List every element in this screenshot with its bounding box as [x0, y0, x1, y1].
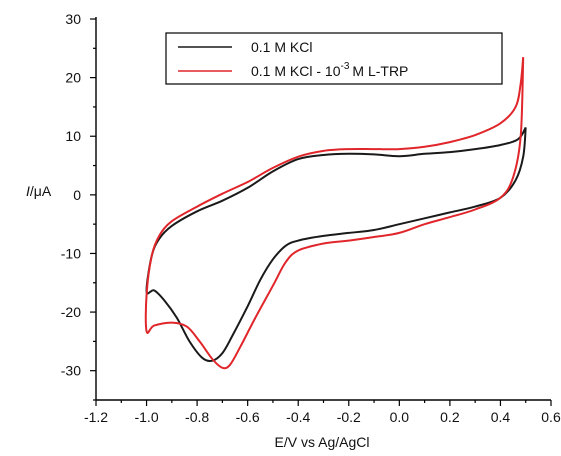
x-tick-label: -0.8 — [185, 409, 209, 425]
x-tick-label: -1.0 — [134, 409, 158, 425]
x-axis-label: E/V vs Ag/AgCl — [275, 434, 370, 450]
x-tick-label: -0.4 — [286, 409, 310, 425]
x-tick-label: -0.2 — [337, 409, 361, 425]
legend-label-trp-suffix: M L-TRP — [352, 63, 408, 79]
ticks-group: -1.2 -1.0 -0.8 -0.6 -0.4 -0.2 0.0 0.2 0.4 0.6-30-… — [61, 11, 561, 425]
y-tick-label: -20 — [61, 304, 81, 320]
y-tick-label: 0 — [73, 187, 81, 203]
x-tick-label: 0.2 — [440, 409, 460, 425]
y-tick-label: 30 — [65, 11, 81, 27]
series-line-kcl — [145, 126, 527, 363]
legend-label-trp-exponent: -3 — [340, 61, 349, 72]
x-tick-label: -0.6 — [236, 409, 260, 425]
y-axis-label-unit: /μA — [30, 183, 52, 199]
x-tick-label: 0.4 — [491, 409, 511, 425]
legend-label-kcl: 0.1 M KCl — [251, 39, 312, 55]
y-tick-label: -30 — [61, 363, 81, 379]
legend-frame — [165, 32, 503, 85]
legend: 0.1 M KCl 0.1 M KCl - 10-3 M L-TRP — [165, 32, 503, 85]
y-tick-label: -10 — [61, 245, 81, 261]
legend-label-trp-prefix: 0.1 M KCl - 10 — [251, 63, 341, 79]
x-tick-label: 0.0 — [390, 409, 410, 425]
y-tick-label: 20 — [65, 70, 81, 86]
y-axis-label: I/μA — [26, 183, 52, 199]
y-axis-label-symbol: I — [26, 183, 30, 199]
x-tick-label: -1.2 — [84, 409, 108, 425]
x-tick-label: 0.6 — [541, 409, 561, 425]
series-group — [144, 57, 527, 370]
series-line-trp — [144, 57, 525, 370]
legend-label-trp: 0.1 M KCl - 10-3 M L-TRP — [251, 61, 408, 79]
y-tick-label: 10 — [65, 128, 81, 144]
